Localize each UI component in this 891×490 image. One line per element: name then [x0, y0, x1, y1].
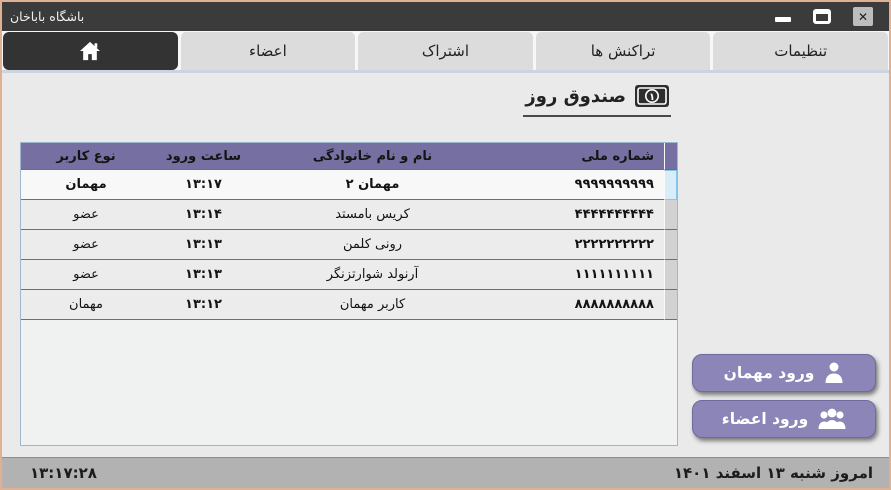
- cell-full-name: رونی کلمن: [256, 230, 489, 260]
- row-selector-strip[interactable]: [664, 200, 677, 230]
- titlebar: باشگاه باباخان ✕: [2, 2, 889, 31]
- col-header-national-id[interactable]: شماره ملی: [489, 143, 664, 170]
- tab-members[interactable]: اعضاء: [180, 32, 356, 70]
- section-title-label: صندوق روز: [525, 85, 626, 107]
- status-bar: امروز شنبه ۱۳ اسفند ۱۴۰۱ ۱۳:۱۷:۲۸: [2, 457, 889, 488]
- row-selector-strip[interactable]: [664, 290, 677, 320]
- banknote-digit: ۱: [649, 92, 655, 103]
- cell-entry-time: ۱۳:۱۴: [151, 200, 256, 230]
- status-clock: ۱۳:۱۷:۲۸: [30, 464, 97, 482]
- close-icon[interactable]: ✕: [853, 7, 873, 26]
- group-icon: [818, 408, 846, 430]
- cell-national-id: ۸۸۸۸۸۸۸۸۸۸: [489, 290, 664, 320]
- cell-user-type: مهمان: [21, 170, 151, 200]
- cell-national-id: ۲۲۲۲۲۲۲۲۲۲: [489, 230, 664, 260]
- cell-full-name: کاربر مهمان: [256, 290, 489, 320]
- tab-bar: اعضاء اشتراک تراکنش ها تنظیمات: [2, 31, 889, 73]
- status-date: امروز شنبه ۱۳ اسفند ۱۴۰۱: [673, 464, 873, 482]
- table-row[interactable]: ۲۲۲۲۲۲۲۲۲۲ رونی کلمن ۱۳:۱۳ عضو: [21, 230, 677, 260]
- tab-subscription[interactable]: اشتراک: [358, 32, 533, 70]
- minimize-icon[interactable]: [775, 17, 791, 22]
- maximize-icon[interactable]: [813, 9, 831, 24]
- cell-national-id: ۴۴۴۴۴۴۴۴۴۴: [489, 200, 664, 230]
- col-header-entry-time[interactable]: ساعت ورود: [151, 143, 256, 170]
- guest-entry-label: ورود مهمان: [723, 364, 815, 382]
- main-content: ۱ صندوق روز شماره ملی نام و نام خانوادگی…: [2, 73, 889, 457]
- row-header-strip: [664, 143, 677, 170]
- table-row[interactable]: ۱۱۱۱۱۱۱۱۱۱ آرنولد شوارتزنگر ۱۳:۱۳ عضو: [21, 260, 677, 290]
- table-empty-area: [21, 320, 677, 445]
- cell-entry-time: ۱۳:۱۲: [151, 290, 256, 320]
- home-icon: [79, 41, 101, 61]
- cell-entry-time: ۱۳:۱۷: [151, 170, 256, 200]
- cell-entry-time: ۱۳:۱۳: [151, 260, 256, 290]
- cell-user-type: مهمان: [21, 290, 151, 320]
- cell-user-type: عضو: [21, 200, 151, 230]
- row-selector-strip[interactable]: [664, 260, 677, 290]
- members-entry-button[interactable]: ورود اعضاء: [692, 400, 876, 438]
- cell-full-name: مهمان ۲: [256, 170, 489, 200]
- members-entry-label: ورود اعضاء: [721, 410, 809, 428]
- window-controls: ✕: [775, 7, 879, 26]
- row-selector-strip[interactable]: [664, 170, 677, 200]
- table-row[interactable]: ۹۹۹۹۹۹۹۹۹۹ مهمان ۲ ۱۳:۱۷ مهمان: [21, 170, 677, 200]
- cell-entry-time: ۱۳:۱۳: [151, 230, 256, 260]
- table-header-row: شماره ملی نام و نام خانوادگی ساعت ورود ن…: [21, 143, 677, 170]
- cell-user-type: عضو: [21, 230, 151, 260]
- table-row[interactable]: ۸۸۸۸۸۸۸۸۸۸ کاربر مهمان ۱۳:۱۲ مهمان: [21, 290, 677, 320]
- banknote-icon: ۱: [635, 85, 669, 107]
- cell-full-name: آرنولد شوارتزنگر: [256, 260, 489, 290]
- cell-national-id: ۹۹۹۹۹۹۹۹۹۹: [489, 170, 664, 200]
- table-row[interactable]: ۴۴۴۴۴۴۴۴۴۴ کریس بامستد ۱۳:۱۴ عضو: [21, 200, 677, 230]
- tab-transactions[interactable]: تراکنش ها: [535, 32, 711, 70]
- col-header-full-name[interactable]: نام و نام خانوادگی: [256, 143, 489, 170]
- tab-settings[interactable]: تنظیمات: [713, 32, 888, 70]
- entries-table[interactable]: شماره ملی نام و نام خانوادگی ساعت ورود ن…: [20, 142, 678, 446]
- col-header-user-type[interactable]: نوع کاربر: [21, 143, 151, 170]
- cell-user-type: عضو: [21, 260, 151, 290]
- tab-home[interactable]: [3, 32, 178, 70]
- window-title: باشگاه باباخان: [10, 9, 85, 24]
- guest-entry-button[interactable]: ورود مهمان: [692, 354, 876, 392]
- cell-national-id: ۱۱۱۱۱۱۱۱۱۱: [489, 260, 664, 290]
- table-body: ۹۹۹۹۹۹۹۹۹۹ مهمان ۲ ۱۳:۱۷ مهمان ۴۴۴۴۴۴۴۴۴…: [21, 170, 677, 320]
- person-icon: [824, 362, 844, 384]
- cell-full-name: کریس بامستد: [256, 200, 489, 230]
- row-selector-strip[interactable]: [664, 230, 677, 260]
- section-title: ۱ صندوق روز: [523, 85, 671, 117]
